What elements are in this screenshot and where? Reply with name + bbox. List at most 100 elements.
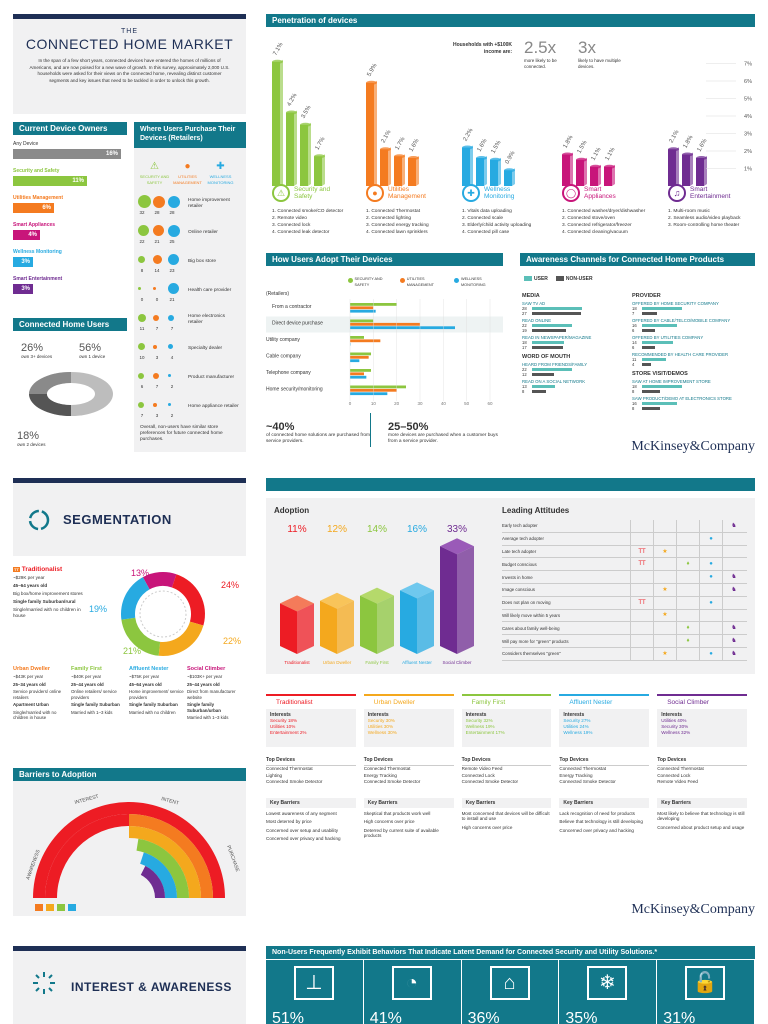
aw-item-label: OFFERED BY UTILITIES COMPANY: [632, 335, 704, 340]
legend-dot-utilities: [400, 278, 405, 283]
interest-item: Wellness 30%: [367, 730, 397, 735]
purchase-row: 11 7 7 Home electronics retailer: [134, 305, 246, 334]
interests-box: Interests Security 32% Wellness 19% Enterta…: [461, 709, 552, 747]
callout1-value: 2.5x: [524, 38, 557, 57]
adopt-bar: [350, 392, 388, 396]
adopt-bar: [350, 342, 351, 346]
pen-group-name: Utilities Management: [388, 186, 426, 200]
owner-label: Security and Safety: [13, 168, 60, 174]
barrier-item: Deterred by current suite of available p…: [363, 827, 439, 839]
purchase-dot: [168, 195, 180, 208]
aw-item-label: READ IN NEWSPAPER/MAGAZINE: [522, 335, 592, 340]
interest-rule: [13, 946, 246, 951]
segment-name: Urban Dweller: [13, 666, 50, 672]
penetration-header: Penetration of devices: [266, 14, 755, 27]
attitude-cell: [699, 635, 722, 648]
barrier-label-interest: INTEREST: [74, 794, 99, 806]
interest-item: Wellness 19%: [465, 724, 495, 729]
attitude-cell: [676, 647, 699, 660]
attitude-cell: ●: [699, 596, 722, 609]
purchase-num: 10: [139, 354, 145, 360]
adopt-bar: [350, 319, 374, 323]
device-item: Energy Tracking: [559, 772, 593, 778]
segment-line: Apartment Urban: [13, 702, 49, 707]
adopt-category: Cable company: [266, 354, 301, 360]
attitude-cell: ♞: [722, 519, 745, 532]
aw-user-value: 14: [632, 340, 637, 345]
stat-2dev: 18%: [17, 430, 40, 442]
owners-list: Any Device 16% Security and Safety 11% Utili…: [13, 141, 127, 294]
aw-nonuser-value: 4: [632, 362, 635, 367]
segment-line: ~$103K+ per year: [187, 674, 223, 679]
pen-bar: [696, 156, 707, 186]
device-item: Connected Thermostat: [559, 766, 607, 771]
aw-user-bar: [642, 385, 682, 388]
purchase-dot: [168, 344, 173, 349]
pen-bar: [562, 152, 573, 186]
legend-nonuser-swatch: [555, 276, 564, 281]
pen-group-head: ✚ Wellness Monitoring: [462, 184, 534, 202]
pen-list-item: 1. Connected washer/dryer/dishwasher: [562, 209, 646, 214]
attitude-cell: [653, 519, 676, 532]
segment-card: Affluent Nester Interests Security 27% Util…: [559, 694, 650, 842]
adoption-bar: [360, 587, 394, 654]
legend-utilities: UTILITIES MANAGEMENT: [173, 174, 202, 185]
purchase-row: 10 3 4 Specialty dealer: [134, 334, 246, 363]
pen-value-label: 2.1%: [669, 129, 681, 144]
latent-pct: 36%: [467, 1010, 500, 1024]
pen-value-label: 1.5%: [577, 139, 589, 154]
intro-panel: THE CONNECTED HOME MARKET In the span of…: [13, 14, 246, 114]
barrier-item: Most concerned that devices will be diff…: [461, 810, 550, 822]
adoption-bar: [280, 595, 314, 654]
aw-item-label: SAW AT HOME IMPROVEMENT STORE: [632, 379, 711, 384]
pen-list-item: 3. Elderly/child activity uploading: [462, 223, 532, 228]
attitude-cell: [653, 635, 676, 648]
segment-line: Single/married with no children in house: [13, 709, 57, 721]
aw-user-bar: [642, 341, 673, 344]
aw-item-label: SAW PRODUCT/DEMO AT ELECTRONICS STORE: [632, 396, 732, 401]
purchase-dot: [138, 256, 145, 263]
aw-user-value: 16: [632, 401, 637, 406]
aw-section-title: PROVIDER: [632, 293, 661, 299]
awareness-right: PROVIDER OFFERED BY HOME SECURITY COMPANY…: [632, 289, 752, 411]
pen-bar: [504, 168, 515, 186]
segment-line: Single family Suburban: [129, 702, 178, 707]
purchase-dot: [138, 287, 141, 290]
pen-group-list: 1. Connected Thermostat 2. Connected ligh…: [366, 208, 460, 236]
barrier-item: Lack recognition of need for products: [559, 810, 635, 816]
barrier-label-purchase: PURCHASE: [225, 845, 240, 874]
pen-value-label: 2.1%: [381, 129, 393, 144]
pen-value-label: 1.5%: [491, 139, 503, 154]
purchase-num: 0: [140, 296, 144, 302]
traditionalist-name: Traditionalist: [21, 566, 63, 573]
pen-y-tick: 2%: [744, 149, 752, 155]
pen-group-list: 1. Connected washer/dryer/dishwasher 2. C…: [562, 208, 656, 236]
where-purchase-header: Where Users Purchase Their Devices (Reta…: [134, 122, 246, 148]
pen-group-name: Security and Safety: [294, 186, 331, 200]
adopt-legend-wellness: WELLNESS MONITORING: [461, 277, 486, 287]
attitude-cell: ★: [653, 647, 676, 660]
aw-user-row: 11: [632, 357, 752, 362]
attitude-cell: [676, 596, 699, 609]
attitude-cell: [653, 532, 676, 545]
pen-list-item: 3. Room-controlling home theater: [668, 223, 740, 228]
pen-value-label: 1.6%: [477, 138, 489, 153]
adopt-legend-security: SECURITY AND SAFETY: [354, 277, 383, 287]
purchase-dot: [138, 401, 144, 408]
donut-slice: [121, 617, 161, 656]
bulb-icon: ●: [184, 161, 191, 172]
device-item: Connected Lock: [657, 772, 691, 778]
segment-line: 25–44 years old: [71, 681, 104, 687]
interest-title: INTEREST & AWARENESS: [71, 980, 232, 994]
pen-list-item: 4. Connected cleaning/vacuum: [562, 230, 628, 235]
purchase-num: 11: [139, 325, 145, 331]
purchase-dots: 6 7 2: [134, 364, 184, 392]
attitude-cell: [630, 571, 653, 584]
purchase-dot: [153, 402, 157, 407]
top-devices-label: Top Devices: [363, 757, 454, 766]
appliance-icon: ◯: [562, 184, 580, 202]
aw-user-bar: [642, 324, 678, 327]
adopt-bar: [350, 375, 367, 379]
aw-user-row: 28: [522, 306, 632, 311]
callout1-text: more likely to be connected.: [524, 58, 557, 69]
